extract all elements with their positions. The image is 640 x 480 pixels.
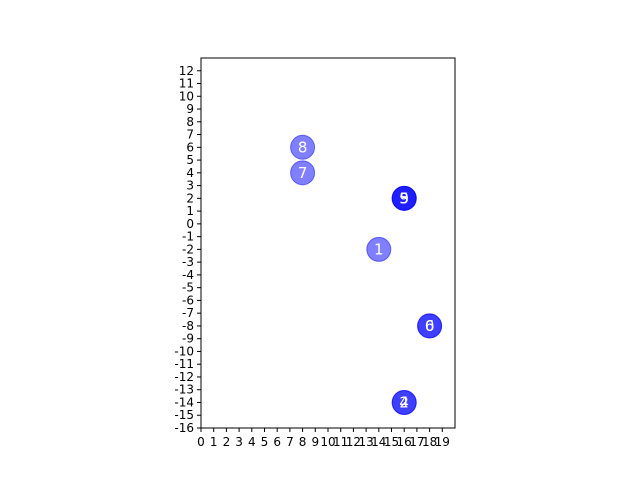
x-tick-label: 6 [273, 435, 281, 449]
point-label: 7 [298, 164, 308, 182]
point-label: 3 [399, 189, 409, 207]
x-tick-label: 1 [210, 435, 218, 449]
scatter-point [391, 389, 417, 415]
y-tick-label: -1 [182, 230, 194, 244]
x-tick-label: 2 [223, 435, 231, 449]
y-tick-label: 3 [186, 179, 194, 193]
point-label: 0 [425, 317, 435, 335]
scatter-point [290, 160, 316, 186]
point-label: 6 [425, 317, 435, 335]
point-label: 8 [298, 138, 308, 156]
y-tick-label: -8 [182, 319, 194, 333]
x-tick-label: 9 [311, 435, 319, 449]
y-tick-label: 2 [186, 191, 194, 205]
y-tick-label: 9 [186, 102, 194, 116]
x-tick-label: 14 [371, 435, 386, 449]
scatter-point [417, 313, 443, 339]
y-tick-label: 8 [186, 115, 194, 129]
y-axis: -16-15-14-13-12-11-10-9-8-7-6-5-4-3-2-10… [174, 64, 201, 435]
scatter-points: 1 2 3 4 5 6 7 8 9 0 [290, 134, 443, 415]
point-label: 4 [399, 393, 409, 411]
scatter-point [290, 134, 316, 160]
x-tick-label: 17 [409, 435, 424, 449]
x-tick-label: 8 [299, 435, 307, 449]
x-tick-label: 10 [320, 435, 335, 449]
y-tick-label: -9 [182, 332, 194, 346]
y-tick-label: 5 [186, 153, 194, 167]
y-tick-label: 6 [186, 140, 194, 154]
y-tick-label: 4 [186, 166, 194, 180]
x-tick-label: 16 [397, 435, 412, 449]
x-tick-label: 19 [435, 435, 450, 449]
y-tick-label: 1 [186, 204, 194, 218]
x-tick-label: 0 [197, 435, 205, 449]
y-tick-label: -2 [182, 242, 194, 256]
y-tick-label: -12 [174, 370, 194, 384]
point-label: 2 [399, 393, 409, 411]
point-label: 9 [399, 189, 409, 207]
y-tick-label: 10 [179, 89, 194, 103]
y-tick-label: -10 [174, 344, 194, 358]
y-tick-label: -15 [174, 408, 194, 422]
y-tick-label: -14 [174, 395, 194, 409]
y-tick-label: -13 [174, 383, 194, 397]
y-tick-label: 11 [179, 77, 194, 91]
y-tick-label: -6 [182, 293, 194, 307]
x-tick-label: 12 [346, 435, 361, 449]
y-tick-label: -4 [182, 268, 194, 282]
x-tick-label: 13 [358, 435, 373, 449]
x-tick-label: 18 [422, 435, 437, 449]
x-tick-label: 11 [333, 435, 348, 449]
y-tick-label: -3 [182, 255, 194, 269]
scatter-point [391, 185, 417, 211]
scatter-point [366, 236, 392, 262]
y-tick-label: 12 [179, 64, 194, 78]
point-label: 5 [399, 189, 409, 207]
y-tick-label: 7 [186, 128, 194, 142]
x-tick-label: 4 [248, 435, 256, 449]
plot-frame [200, 57, 456, 429]
y-tick-label: -16 [174, 421, 194, 435]
x-tick-label: 15 [384, 435, 399, 449]
y-tick-label: -5 [182, 281, 194, 295]
x-tick-label: 7 [286, 435, 294, 449]
x-tick-label: 3 [235, 435, 243, 449]
point-label: 1 [374, 240, 384, 258]
y-tick-label: 0 [186, 217, 194, 231]
y-tick-label: -11 [174, 357, 194, 371]
y-tick-label: -7 [182, 306, 194, 320]
x-tick-label: 5 [261, 435, 269, 449]
